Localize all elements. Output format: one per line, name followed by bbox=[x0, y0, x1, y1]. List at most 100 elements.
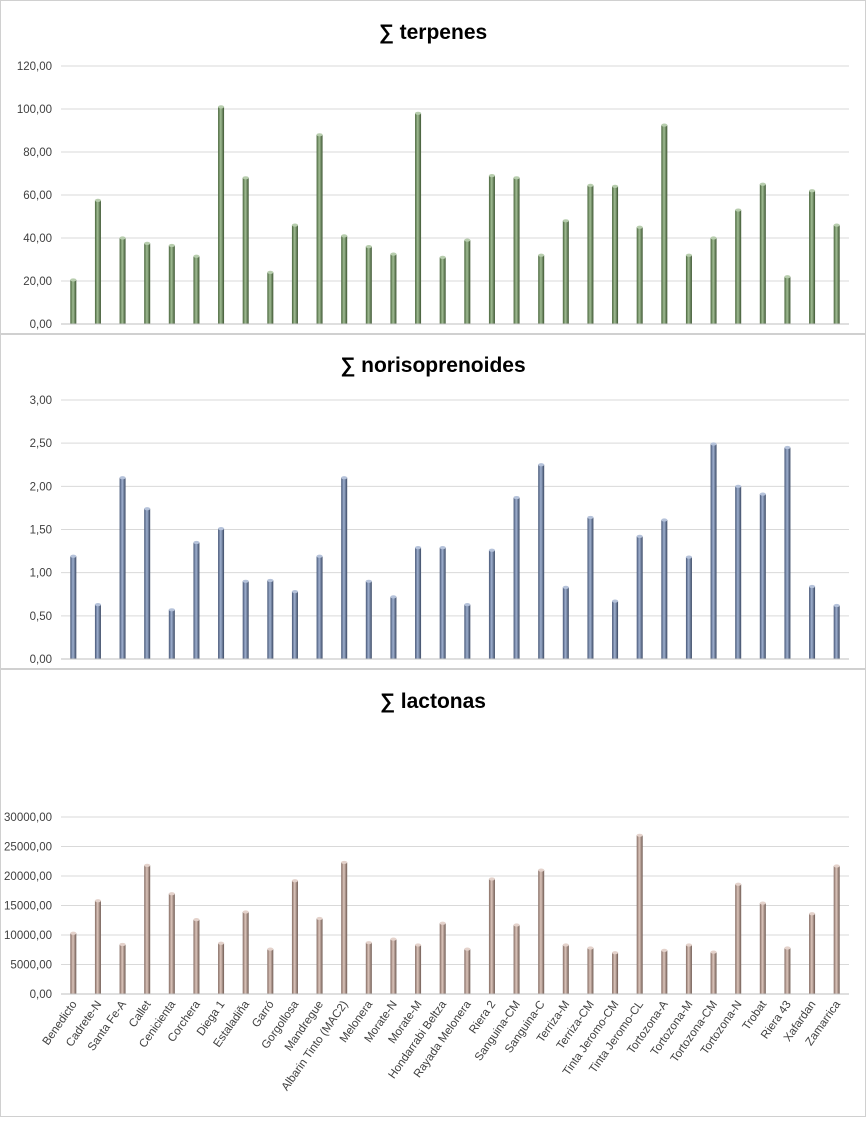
bar bbox=[562, 945, 569, 994]
bar-cap bbox=[390, 595, 397, 599]
terpenes-chart: ∑ terpenes 0,00 20,00 40,00 60,00 80,00 100,00… bbox=[17, 21, 849, 331]
bar bbox=[242, 911, 249, 994]
bar-cap bbox=[735, 208, 742, 212]
bar bbox=[341, 477, 348, 659]
bar bbox=[587, 947, 594, 994]
bar bbox=[267, 949, 274, 994]
bar bbox=[390, 939, 397, 994]
bar-cap bbox=[168, 243, 175, 248]
y-tick-label: 0,00 bbox=[30, 989, 52, 1001]
bar-cap bbox=[242, 910, 249, 914]
bar-cap bbox=[488, 174, 495, 178]
bar bbox=[538, 255, 545, 324]
bar-cap bbox=[735, 882, 742, 886]
y-tick-label: 2,50 bbox=[30, 438, 52, 450]
bar bbox=[415, 945, 422, 994]
bar-cap bbox=[193, 918, 200, 922]
bar-cap bbox=[291, 223, 298, 227]
bar bbox=[784, 276, 791, 324]
bar bbox=[144, 508, 151, 659]
bar-cap bbox=[661, 123, 668, 127]
bar-cap bbox=[168, 608, 175, 612]
bar bbox=[636, 835, 643, 994]
bar-cap bbox=[587, 183, 594, 187]
bar bbox=[267, 272, 274, 324]
bar bbox=[538, 870, 545, 994]
bar-cap bbox=[94, 899, 101, 903]
bar-cap bbox=[218, 105, 225, 109]
bar-cap bbox=[809, 189, 816, 193]
bar-cap bbox=[636, 534, 643, 539]
bar-cap bbox=[464, 947, 471, 951]
bar bbox=[661, 125, 668, 324]
bar bbox=[390, 254, 397, 324]
bar bbox=[316, 556, 323, 659]
bar-cap bbox=[439, 546, 446, 550]
bar bbox=[710, 238, 717, 324]
bar bbox=[809, 190, 816, 324]
bar-cap bbox=[70, 554, 77, 558]
lactonas-chart: ∑ lactonas 0,00 5000,00 10000,00 15000,00 200… bbox=[4, 690, 849, 1093]
chart-title: ∑ terpenes bbox=[379, 21, 487, 44]
bar bbox=[685, 255, 692, 324]
bar-cap bbox=[562, 585, 569, 589]
bar bbox=[291, 880, 298, 994]
bar-cap bbox=[365, 245, 372, 249]
bar bbox=[809, 586, 816, 659]
bar-cap bbox=[316, 133, 323, 137]
bar-cap bbox=[390, 937, 397, 941]
bar-cap bbox=[612, 599, 619, 603]
bar-cap bbox=[784, 275, 791, 279]
bar-cap bbox=[119, 942, 126, 947]
bar-cap bbox=[661, 518, 668, 522]
bar bbox=[144, 243, 151, 324]
bar bbox=[685, 945, 692, 994]
bar bbox=[612, 601, 619, 659]
bar-cap bbox=[710, 236, 717, 240]
bar bbox=[759, 184, 766, 324]
bar-cap bbox=[833, 223, 840, 227]
bar-cap bbox=[784, 445, 791, 450]
bar bbox=[661, 520, 668, 659]
bar-cap bbox=[291, 590, 298, 594]
bar bbox=[193, 919, 200, 994]
bar bbox=[341, 235, 348, 324]
bar-cap bbox=[661, 948, 668, 952]
bar bbox=[144, 865, 151, 994]
bar bbox=[242, 581, 249, 659]
bar-cap bbox=[316, 916, 323, 921]
bar bbox=[415, 113, 422, 324]
bar-cap bbox=[488, 877, 495, 881]
y-tick-label: 60,00 bbox=[23, 190, 52, 202]
bar-cap bbox=[267, 270, 274, 274]
bar bbox=[119, 238, 126, 324]
bar bbox=[70, 556, 77, 659]
bar bbox=[365, 246, 372, 324]
bar bbox=[735, 210, 742, 324]
bar-cap bbox=[612, 951, 619, 955]
y-tick-label: 120,00 bbox=[17, 61, 52, 73]
bar bbox=[636, 227, 643, 324]
y-tick-label: 20,00 bbox=[23, 276, 52, 288]
bar bbox=[710, 444, 717, 659]
bar bbox=[168, 609, 175, 659]
bar bbox=[784, 947, 791, 994]
bar bbox=[587, 185, 594, 324]
bar bbox=[735, 884, 742, 994]
bar bbox=[612, 952, 619, 994]
bar-cap bbox=[341, 476, 348, 480]
bar-cap bbox=[784, 946, 791, 950]
bar bbox=[242, 177, 249, 324]
bar bbox=[685, 557, 692, 659]
bar bbox=[612, 186, 619, 324]
bar-cap bbox=[94, 198, 101, 202]
bar bbox=[587, 517, 594, 659]
bar bbox=[119, 944, 126, 994]
bar bbox=[661, 950, 668, 994]
bar-cap bbox=[94, 603, 101, 607]
bar-cap bbox=[144, 241, 151, 245]
bar bbox=[488, 175, 495, 324]
bar-cap bbox=[267, 947, 274, 951]
bar-cap bbox=[562, 219, 569, 223]
bar-cap bbox=[70, 278, 77, 282]
